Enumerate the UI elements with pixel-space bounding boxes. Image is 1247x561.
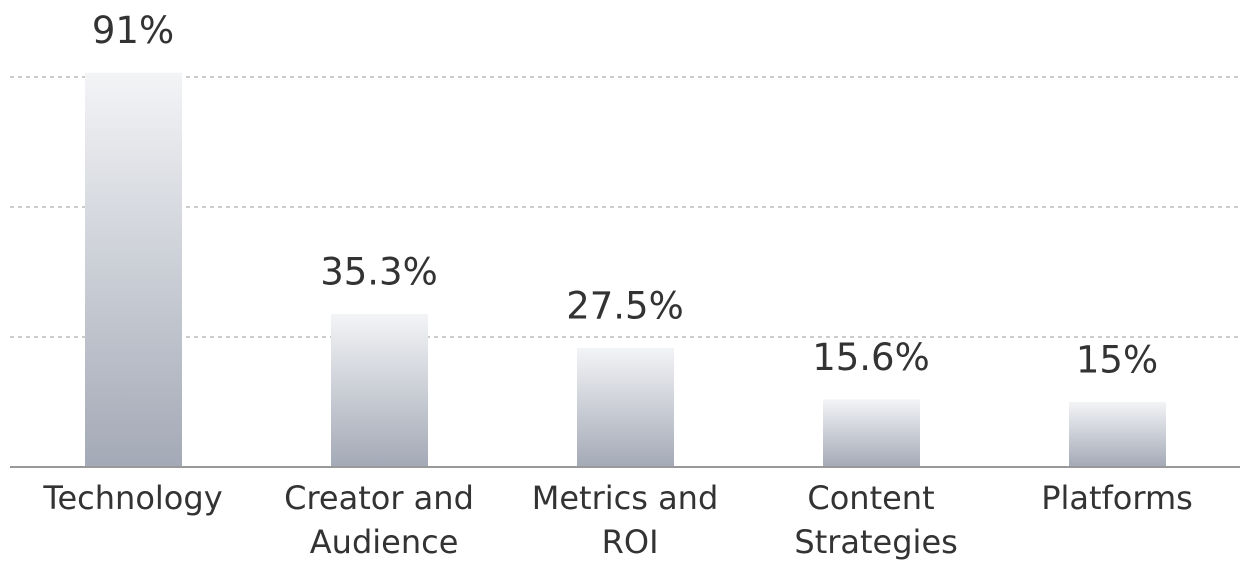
value-label: 27.5%	[566, 284, 684, 327]
bar	[85, 72, 182, 468]
value-label: 15%	[1076, 339, 1158, 382]
x-tick-label: Technology	[42, 479, 222, 517]
bar	[331, 314, 428, 467]
value-label: 15.6%	[812, 336, 930, 379]
x-tick-label: Creator and Audience	[284, 479, 474, 561]
value-label: 35.3%	[320, 251, 438, 294]
bar	[577, 347, 674, 467]
bar	[1069, 402, 1166, 467]
value-label: 91%	[92, 9, 174, 52]
x-tick-label: Content Strategies	[784, 479, 958, 561]
bar	[823, 399, 920, 467]
x-tick-label: Platforms	[1041, 479, 1193, 517]
x-tick-label: Metrics and ROI	[532, 479, 719, 561]
